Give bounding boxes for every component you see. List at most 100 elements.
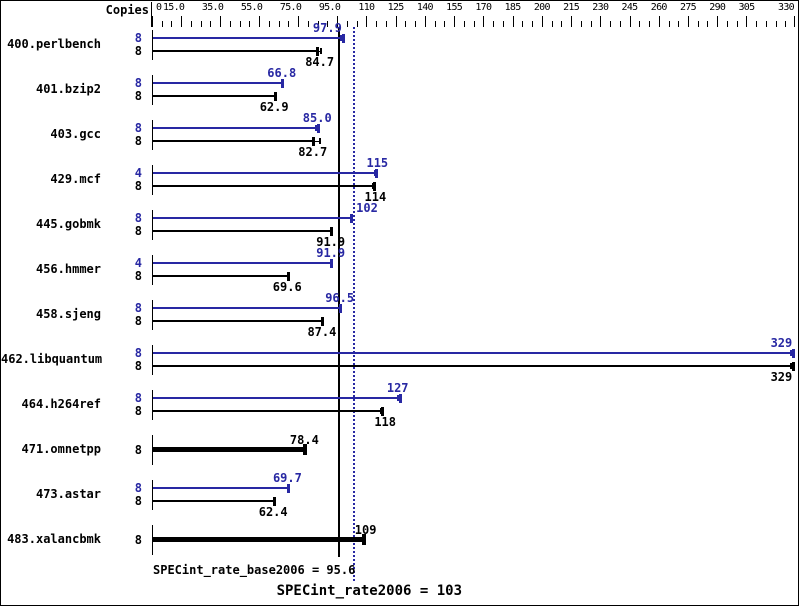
- axis-minor-tick: [200, 21, 202, 27]
- group-axis-segment: [152, 75, 153, 105]
- axis-minor-tick: [649, 21, 651, 27]
- axis-tick-label: 155: [446, 2, 463, 13]
- axis-minor-tick: [639, 21, 641, 27]
- bar-end-cap: [321, 316, 325, 326]
- bar: [153, 262, 333, 264]
- axis-tick-label: 305: [738, 2, 755, 13]
- copies-count: 8: [134, 134, 142, 148]
- axis-minor-tick: [561, 21, 563, 27]
- bar: [153, 172, 378, 174]
- axis-minor-tick: [268, 21, 270, 27]
- group-axis-segment: [152, 120, 153, 150]
- group-axis-segment: [152, 434, 153, 465]
- axis-minor-tick: [385, 21, 387, 27]
- bar-end-cap: [330, 226, 334, 236]
- bar-value-label: 91.9: [316, 235, 346, 249]
- bar-value-label: 102: [356, 201, 378, 215]
- group-axis-segment: [152, 480, 153, 510]
- copies-count: 4: [134, 256, 142, 270]
- bar-value-label: 69.6: [272, 280, 302, 294]
- bar-end-cap: [312, 136, 316, 146]
- group-axis-segment: [152, 210, 153, 240]
- bar-value-label: 114: [364, 190, 387, 204]
- bar-end-cap: [281, 78, 285, 88]
- bar: [153, 50, 319, 52]
- bar-end-cap: [375, 168, 379, 178]
- benchmark-label: 458.sjeng: [35, 306, 101, 321]
- axis-tick-label: 15.0: [162, 2, 185, 13]
- group-axis-segment: [152, 255, 153, 285]
- axis-minor-tick: [756, 21, 758, 27]
- bar-end-cap: [272, 496, 276, 506]
- copies-count: 8: [134, 314, 142, 328]
- bar-value-label: 109: [354, 522, 377, 537]
- group-axis-segment: [152, 390, 153, 420]
- copies-count: 8: [134, 224, 142, 238]
- bar-value-label: 97.9: [312, 21, 342, 35]
- bar: [153, 365, 795, 367]
- axis-minor-tick: [502, 21, 504, 27]
- bar-value-label: 78.4: [289, 432, 319, 447]
- axis-minor-tick: [697, 21, 699, 27]
- copies-count: 8: [134, 481, 142, 495]
- axis-minor-tick: [434, 21, 436, 27]
- axis-minor-tick: [785, 21, 787, 27]
- bar-end-cap: [362, 534, 367, 545]
- bar: [153, 37, 344, 39]
- bar-value-label: 96.5: [325, 291, 355, 305]
- bar-end-cap: [316, 46, 320, 56]
- benchmark-label: 429.mcf: [50, 171, 101, 186]
- axis-minor-tick: [278, 21, 280, 27]
- axis-major-tick: [512, 16, 514, 27]
- copies-count: 8: [134, 44, 142, 58]
- copies-count: 8: [134, 211, 142, 225]
- bar-spread-tick: [790, 363, 793, 369]
- bar-spread-whisker: [314, 140, 321, 142]
- axis-major-tick: [629, 16, 631, 27]
- axis-tick-label: 140: [416, 2, 434, 13]
- group-axis-segment: [152, 345, 153, 375]
- spec-rate-peak-summary: SPECint_rate2006 = 103: [276, 583, 462, 599]
- bar: [153, 82, 284, 84]
- bar-spread-tick: [790, 350, 793, 356]
- copies-count: 8: [134, 269, 142, 283]
- axis-minor-tick: [678, 21, 680, 27]
- axis-major-tick: [220, 16, 222, 27]
- benchmark-label: 401.bzip2: [35, 81, 101, 96]
- copies-count: 8: [134, 121, 142, 135]
- axis-minor-tick: [327, 21, 329, 27]
- bar-end-cap: [339, 303, 343, 313]
- bar: [153, 307, 342, 309]
- bar-value-label: 62.9: [259, 100, 289, 114]
- benchmark-label: 462.libquantum: [1, 351, 103, 366]
- axis-minor-tick: [444, 21, 446, 27]
- axis-tick-label: 215: [563, 2, 580, 13]
- bar-value-label: 91.9: [316, 246, 346, 260]
- axis-tick-label: 75.0: [279, 2, 302, 13]
- axis-minor-tick: [726, 21, 728, 27]
- bar-value-label: 127: [386, 381, 409, 395]
- axis-tick-label: 95.0: [318, 2, 341, 13]
- bar-end-cap: [380, 406, 384, 416]
- axis-tick-label: 125: [387, 2, 405, 13]
- axis-minor-tick: [580, 21, 582, 27]
- bar: [153, 320, 324, 322]
- bar-end-cap: [792, 361, 796, 371]
- bar-spread-whisker: [318, 50, 322, 52]
- bar: [153, 185, 376, 187]
- bar-spread-tick: [340, 35, 343, 41]
- bar-end-cap: [330, 258, 334, 268]
- axis-major-tick: [366, 16, 368, 27]
- bar-spread-tick: [314, 125, 317, 131]
- copies-count: 8: [134, 359, 142, 373]
- benchmark-label: 445.gobmk: [35, 216, 101, 231]
- bar-end-cap: [316, 123, 320, 133]
- bar-value-label: 85.0: [302, 111, 332, 125]
- reference-line-base: [338, 27, 341, 557]
- axis-minor-tick: [161, 21, 163, 27]
- axis-major-tick: [395, 16, 397, 27]
- axis-tick-label: 185: [504, 2, 522, 13]
- axis-minor-tick: [288, 21, 290, 27]
- axis-major-tick: [541, 16, 543, 27]
- axis-minor-tick: [463, 21, 465, 27]
